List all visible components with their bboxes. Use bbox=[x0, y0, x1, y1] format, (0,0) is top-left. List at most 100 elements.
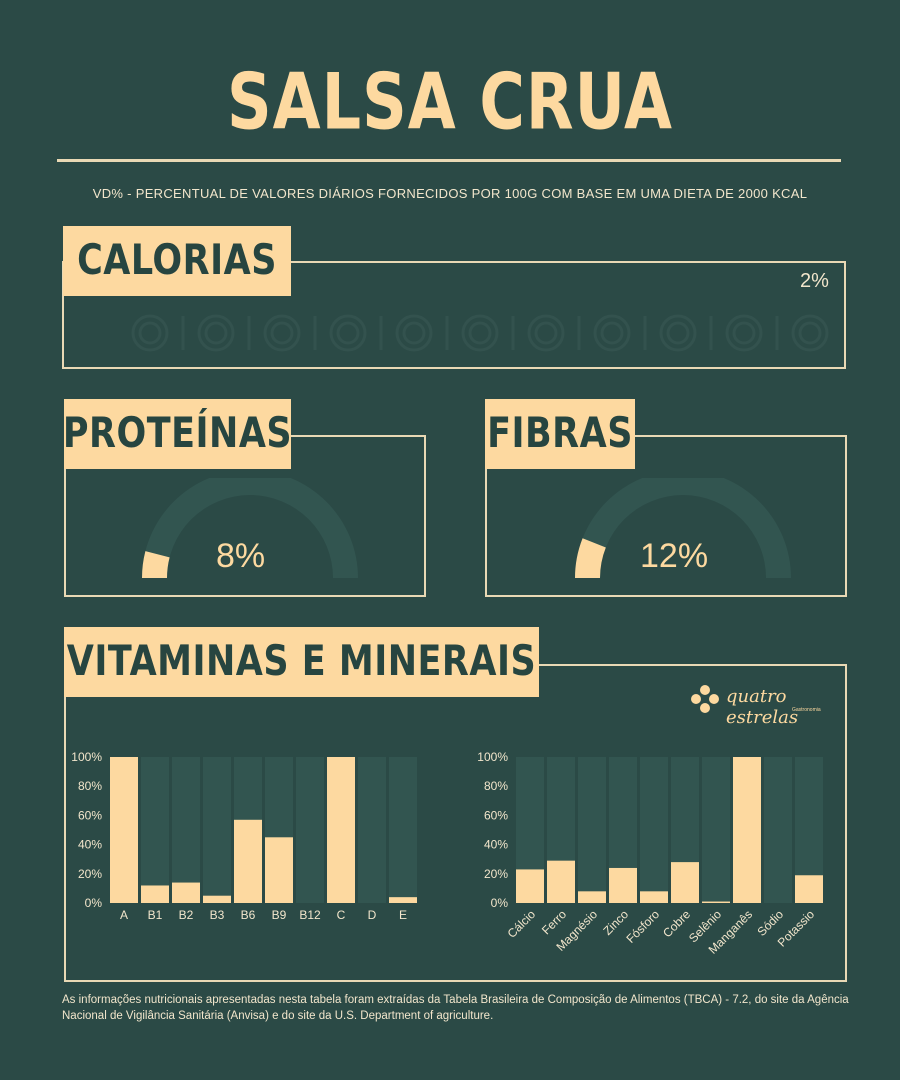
logo-tagline: Gastronomia bbox=[792, 707, 821, 713]
minerais-bar-Zinco bbox=[609, 867, 637, 903]
proteinas-label: PROTEÍNAS bbox=[62, 410, 293, 458]
vitaminas-bar-track bbox=[203, 757, 231, 903]
calorias-tag: CALORIAS bbox=[63, 226, 291, 296]
vitaminas-bar-B9 bbox=[265, 837, 293, 903]
minerais-bar-Cálcio bbox=[516, 869, 544, 903]
vitaminas-xtick-label: B2 bbox=[179, 908, 194, 922]
plate-icon bbox=[131, 314, 169, 352]
plate-icon bbox=[395, 314, 433, 352]
vitaminas-bar-C bbox=[327, 757, 355, 903]
vitaminas-bar-B6 bbox=[234, 819, 262, 903]
calorias-value: 2% bbox=[800, 270, 829, 292]
vitaminas-ytick-label: 60% bbox=[78, 808, 102, 822]
fibras-panel bbox=[485, 435, 847, 597]
plate-icon bbox=[527, 314, 565, 352]
vitaminas-bar-track bbox=[358, 757, 386, 903]
plate-icon bbox=[659, 314, 697, 352]
subtitle: VD% - PERCENTUAL DE VALORES DIÁRIOS FORN… bbox=[92, 186, 808, 201]
minerais-bar-track bbox=[764, 757, 792, 903]
vitaminas-bar-track bbox=[172, 757, 200, 903]
fibras-value: 12% bbox=[640, 537, 709, 575]
calorias-plates-row bbox=[131, 314, 829, 352]
vitaminas-ytick-label: 0% bbox=[85, 896, 103, 910]
plate-inner-icon bbox=[468, 321, 492, 345]
vitaminas-bar-A bbox=[110, 757, 138, 903]
fibras-gauge-fill bbox=[575, 538, 606, 578]
minerais-bar-Selênio bbox=[702, 901, 730, 903]
title-divider bbox=[57, 159, 841, 162]
vitaminas-bar-track bbox=[141, 757, 169, 903]
minerais-ytick-label: 80% bbox=[484, 779, 508, 793]
minerais-bar-Magnésio bbox=[578, 891, 606, 903]
fibras-label: FIBRAS bbox=[487, 410, 633, 458]
vitaminas-label: VITAMINAS E MINERAIS bbox=[66, 638, 537, 686]
vitaminas-xtick-label: D bbox=[368, 908, 377, 922]
vitaminas-bar-B3 bbox=[203, 895, 231, 903]
flower-icon bbox=[691, 685, 719, 713]
plate-icon bbox=[725, 314, 763, 352]
plate-inner-icon bbox=[732, 321, 756, 345]
vitaminas-ytick-label: 40% bbox=[78, 838, 102, 852]
minerais-bar-Potassio bbox=[795, 875, 823, 903]
logo-name: quatro estrelas bbox=[726, 686, 799, 728]
minerais-ytick-label: 60% bbox=[484, 808, 508, 822]
vitaminas-bar-track bbox=[389, 757, 417, 903]
vitaminas-ytick-label: 20% bbox=[78, 867, 102, 881]
plate-icon bbox=[197, 314, 235, 352]
calorias-label: CALORIAS bbox=[77, 237, 277, 285]
minerais-bar-track bbox=[578, 757, 606, 903]
minerais-xtick-label: Fósforo bbox=[623, 907, 662, 946]
vitaminas-xtick-label: A bbox=[120, 908, 128, 922]
plate-inner-icon bbox=[402, 321, 426, 345]
vitaminas-bar-B2 bbox=[172, 882, 200, 903]
plate-inner-icon bbox=[534, 321, 558, 345]
vitaminas-xtick-label: B1 bbox=[148, 908, 163, 922]
proteinas-gauge-track bbox=[142, 478, 358, 578]
plate-icon bbox=[593, 314, 631, 352]
plate-inner-icon bbox=[600, 321, 624, 345]
minerais-ytick-label: 40% bbox=[484, 838, 508, 852]
fibras-gauge bbox=[575, 478, 791, 578]
minerais-bar-Manganês bbox=[733, 757, 761, 903]
minerais-bar-track bbox=[702, 757, 730, 903]
footer-note: As informações nutricionais apresentadas… bbox=[62, 994, 849, 1022]
plate-inner-icon bbox=[666, 321, 690, 345]
plate-icon bbox=[329, 314, 367, 352]
fibras-tag: FIBRAS bbox=[485, 399, 635, 469]
proteinas-gauge bbox=[142, 478, 358, 578]
plate-inner-icon bbox=[204, 321, 228, 345]
plate-inner-icon bbox=[138, 321, 162, 345]
plate-inner-icon bbox=[270, 321, 294, 345]
minerais-ytick-label: 20% bbox=[484, 867, 508, 881]
proteinas-gauge-fill bbox=[142, 551, 170, 578]
vitaminas-bar-track bbox=[296, 757, 324, 903]
vitaminas-xtick-label: B9 bbox=[272, 908, 287, 922]
minerais-bar-track bbox=[640, 757, 668, 903]
calorias-panel bbox=[62, 261, 846, 369]
vitaminas-xtick-label: B6 bbox=[241, 908, 256, 922]
plate-inner-icon bbox=[336, 321, 360, 345]
minerais-bar-Ferro bbox=[547, 860, 575, 903]
proteinas-value: 8% bbox=[216, 537, 266, 575]
vitaminas-ytick-label: 100% bbox=[71, 750, 102, 764]
vitaminas-ytick-label: 80% bbox=[78, 779, 102, 793]
vitaminas-xtick-label: E bbox=[399, 908, 407, 922]
plate-icon bbox=[461, 314, 499, 352]
proteinas-tag: PROTEÍNAS bbox=[62, 399, 293, 469]
minerais-ytick-label: 0% bbox=[491, 896, 509, 910]
page-title: SALSA CRUA bbox=[226, 56, 674, 148]
vitaminas-xtick-label: C bbox=[337, 908, 346, 922]
minerais-bar-Fósforo bbox=[640, 891, 668, 903]
minerais-ytick-label: 100% bbox=[477, 750, 508, 764]
vitaminas-bar-B1 bbox=[141, 885, 169, 903]
fibras-gauge-track bbox=[575, 478, 791, 578]
vitaminas-chart: 0% 20% 40% 60% 80% 100% A B1 B2 B3 B6 B9 B12 C D E bbox=[71, 750, 417, 922]
minerais-xtick-label: Cálcio bbox=[505, 907, 539, 941]
brand-logo: quatro estrelas Gastronomia bbox=[688, 682, 838, 728]
vitaminas-bar-E bbox=[389, 897, 417, 903]
vitaminas-xtick-label: B12 bbox=[299, 908, 321, 922]
plate-icon bbox=[263, 314, 301, 352]
minerais-bar-Cobre bbox=[671, 862, 699, 903]
plate-inner-icon bbox=[798, 321, 822, 345]
